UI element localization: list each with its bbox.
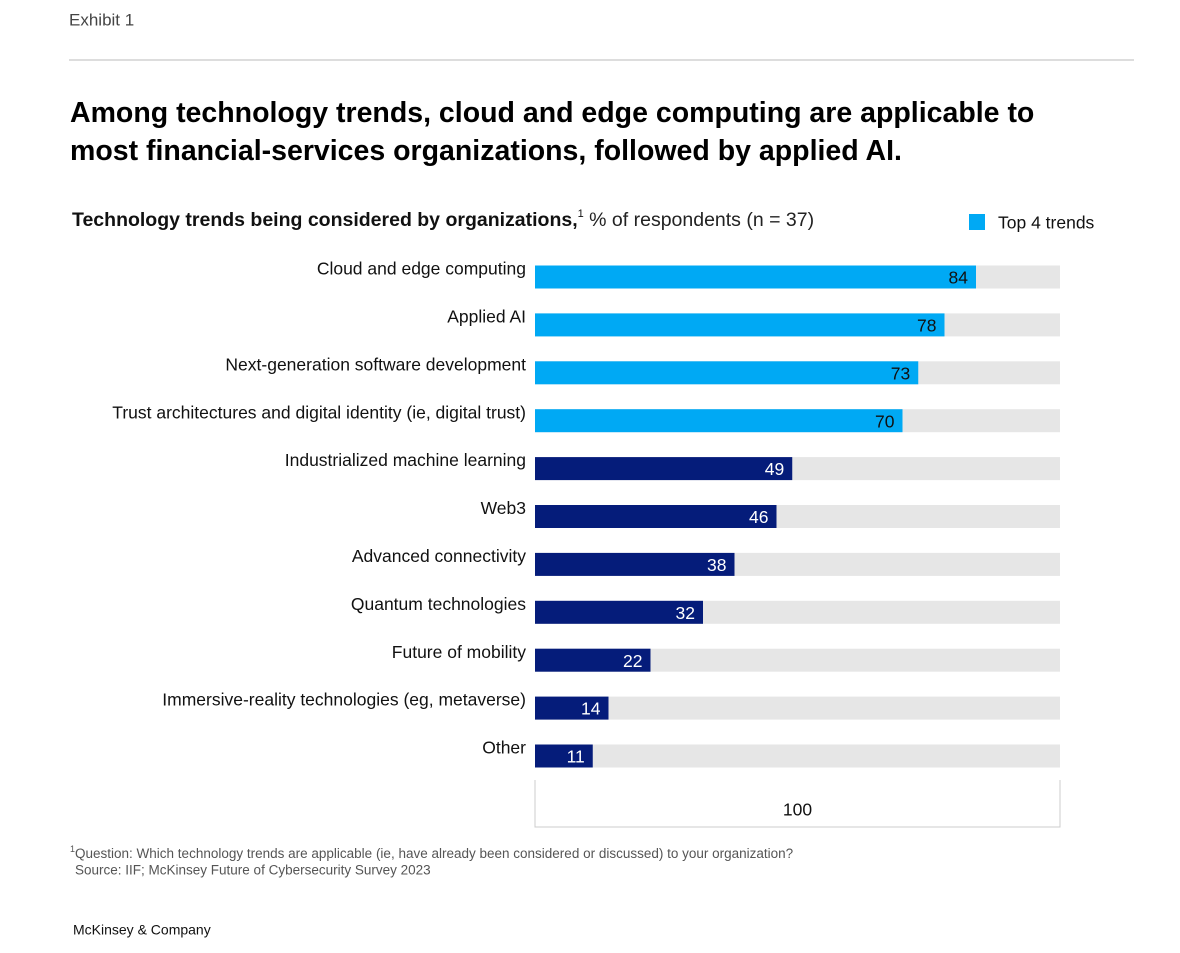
chart-title: Among technology trends, cloud and edge …: [70, 97, 1035, 167]
data-label: 38: [707, 555, 726, 575]
legend-label: Top 4 trends: [998, 213, 1095, 233]
data-label: 46: [749, 507, 768, 527]
brand: McKinsey & Company: [73, 922, 211, 938]
bar: [535, 409, 903, 433]
bar-track: [535, 696, 1060, 720]
data-label: 14: [581, 699, 601, 719]
y-tick-label: Future of mobility: [392, 642, 526, 662]
bar: [535, 313, 945, 337]
scale-label: 100: [783, 800, 812, 820]
y-tick-label: Industrialized machine learning: [285, 450, 526, 470]
legend: Top 4 trends: [969, 213, 1095, 233]
bar: [535, 600, 703, 624]
bar-track: [535, 648, 1060, 672]
y-tick-label: Immersive-reality technologies (eg, meta…: [162, 690, 526, 710]
plot: Cloud and edge computing 84 Applied AI 78 Ne…: [112, 259, 1061, 828]
data-label: 22: [623, 651, 642, 671]
bar: [535, 648, 651, 672]
footnote: 1Question: Which technology trends are a…: [70, 844, 793, 860]
legend-swatch: [969, 214, 985, 230]
data-label: 70: [875, 411, 895, 431]
y-tick-label: Cloud and edge computing: [317, 259, 526, 279]
subtitle: Technology trends being considered by or…: [72, 208, 814, 231]
y-tick-label: Quantum technologies: [351, 594, 526, 614]
y-tick-label: Next-generation software development: [225, 354, 526, 374]
exhibit-label: Exhibit 1: [69, 10, 134, 29]
y-tick-label: Other: [482, 738, 526, 758]
bar: [535, 361, 919, 385]
title-box: Among technology trends, cloud and edge …: [70, 97, 1035, 167]
y-tick-label: Applied AI: [447, 307, 526, 327]
data-label: 11: [567, 747, 585, 767]
footnote-question: Question: Which technology trends are ap…: [75, 846, 793, 861]
data-label: 84: [949, 268, 969, 288]
subtitle-bold: Technology trends being considered by or…: [72, 209, 578, 231]
bar: [535, 457, 793, 481]
bar: [535, 552, 735, 576]
data-label: 32: [676, 603, 695, 623]
footnote-mark: 1: [70, 844, 75, 854]
scale-bracket: [534, 780, 1061, 828]
subtitle-rest: % of respondents (n = 37): [584, 209, 814, 231]
bar: [535, 744, 593, 768]
y-tick-label: Trust architectures and digital identity…: [112, 402, 526, 422]
bar: [535, 696, 609, 720]
source: Source: IIF; McKinsey Future of Cybersec…: [75, 863, 431, 878]
data-label: 73: [891, 363, 910, 383]
bar-track: [535, 744, 1060, 768]
y-tick-label: Web3: [481, 498, 526, 518]
bar: [535, 265, 976, 289]
data-label: 49: [765, 459, 784, 479]
data-label: 78: [917, 316, 936, 336]
y-tick-label: Advanced connectivity: [352, 546, 526, 566]
subtitle-mark: 1: [578, 208, 584, 220]
bar: [535, 505, 777, 528]
